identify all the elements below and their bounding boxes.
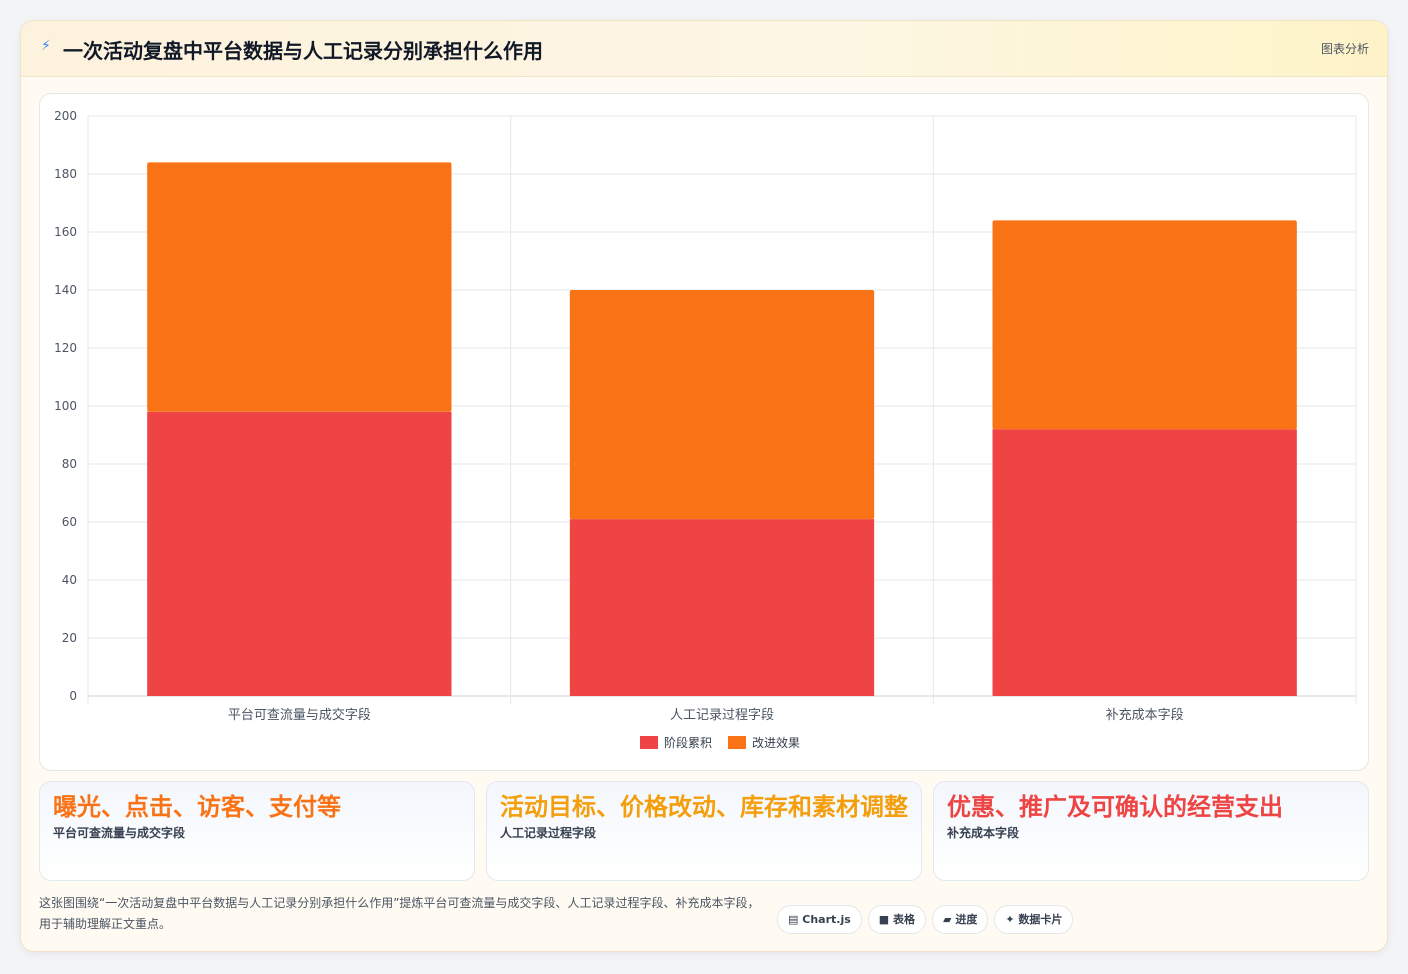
stat-label: 人工记录过程字段 <box>500 826 597 840</box>
x-tick-label: 补充成本字段 <box>1106 707 1184 723</box>
chip-progress[interactable]: ▰ 进度 <box>932 905 989 934</box>
bar-segment <box>569 519 875 696</box>
bar-segment <box>147 411 452 696</box>
y-tick-label: 140 <box>54 283 77 297</box>
y-tick-label: 200 <box>54 109 77 123</box>
chip-table[interactable]: ■ 表格 <box>867 905 927 934</box>
stat-value: 活动目标、价格改动、库存和素材调整 人工记录过程字段 <box>500 794 909 846</box>
legend-label: 阶段累积 <box>664 735 712 750</box>
x-tick-label: 平台可查流量与成交字段 <box>228 707 371 723</box>
stat-label: 补充成本字段 <box>947 826 1020 840</box>
chart-panel: 0 20 40 60 80 100 120 140 160 180 200 平台可查流量与成交字段 人工… <box>39 93 1369 771</box>
table-icon: ■ <box>878 913 890 926</box>
chip-data-card[interactable]: ✦ 数据卡片 <box>994 905 1074 934</box>
legend-swatch <box>640 736 658 749</box>
chart-analysis-tag: 图表分析 <box>1320 42 1369 56</box>
chart-icon: ▤ <box>788 913 799 926</box>
bolt-icon: ⚡ <box>41 38 51 54</box>
stat-card-manual: 活动目标、价格改动、库存和素材调整 人工记录过程字段 <box>486 781 922 881</box>
y-tick-label: 120 <box>54 341 77 355</box>
page-title: 一次活动复盘中平台数据与人工记录分别承担什么作用 <box>63 39 543 63</box>
stat-label: 平台可查流量与成交字段 <box>53 826 186 840</box>
y-tick-label: 160 <box>54 225 77 239</box>
chart-card: ⚡ 一次活动复盘中平台数据与人工记录分别承担什么作用 图表分析 0 20 40 60 8… <box>20 20 1388 952</box>
y-tick-label: 60 <box>62 515 77 529</box>
card-header: ⚡ 一次活动复盘中平台数据与人工记录分别承担什么作用 图表分析 <box>21 21 1387 77</box>
y-tick-label: 0 <box>69 689 77 703</box>
bar-segment <box>569 290 875 520</box>
bar-segment <box>992 220 1297 430</box>
chip-chartjs[interactable]: ▤ Chart.js <box>777 905 862 934</box>
legend-label: 改进效果 <box>752 735 800 750</box>
sparkle-icon: ✦ <box>1005 913 1015 926</box>
x-tick-label: 人工记录过程字段 <box>670 708 774 723</box>
bar-segment <box>992 429 1297 696</box>
stat-card-cost: 优惠、推广及可确认的经营支出 补充成本字段 <box>933 781 1369 881</box>
chart-description: 这张图围绕“一次活动复盘中平台数据与人工记录分别承担什么作用”提炼平台可查流量与… <box>39 896 760 931</box>
progress-icon: ▰ <box>943 913 952 926</box>
y-tick-label: 40 <box>62 573 77 587</box>
stat-value: 优惠、推广及可确认的经营支出 补充成本字段 <box>947 794 1356 846</box>
y-tick-label: 80 <box>62 457 77 471</box>
feature-chips: ▤ Chart.js ■ 表格 ▰ 进度 ✦ 数据卡片 <box>777 905 1079 934</box>
legend-swatch <box>728 736 746 749</box>
stat-card-platform: 曝光、点击、访客、支付等 平台可查流量与成交字段 <box>39 781 475 881</box>
y-tick-label: 20 <box>62 631 77 645</box>
stacked-bar-chart: 0 20 40 60 80 100 120 140 160 180 200 平台可查流量与成交字段 人工… <box>54 109 1357 750</box>
y-tick-label: 100 <box>54 399 77 413</box>
y-tick-label: 180 <box>54 167 77 181</box>
bar-segment <box>147 162 452 412</box>
stat-value: 曝光、点击、访客、支付等 平台可查流量与成交字段 <box>53 794 462 846</box>
